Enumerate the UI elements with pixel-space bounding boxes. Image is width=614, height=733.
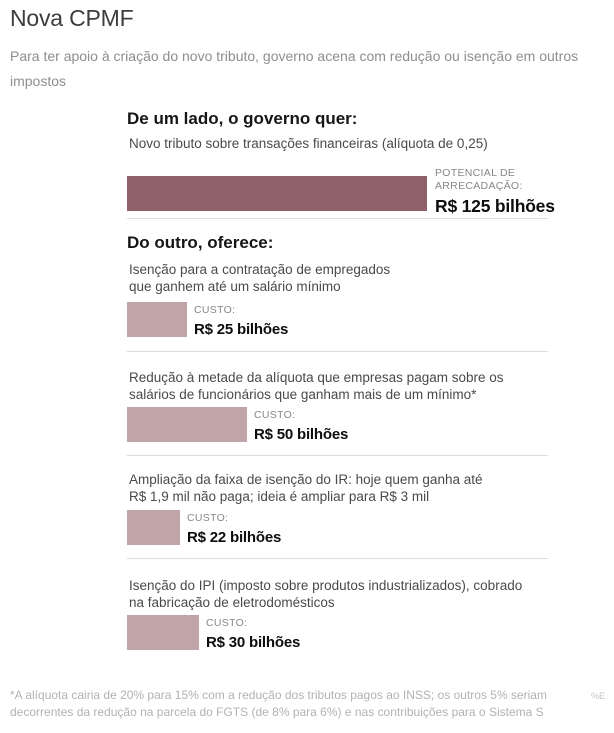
cost-bar-label: CUSTO: R$ 22 bilhões: [187, 510, 281, 546]
offer-item-text-line: salários de funcionários que ganham mais…: [129, 387, 477, 402]
offer-item-text-line: Ampliação da faixa de isenção do IR: hoj…: [129, 472, 483, 487]
cost-bar: [127, 510, 180, 545]
divider: [127, 218, 548, 219]
footnote-line: decorrentes da redução na parcela do FGT…: [10, 705, 544, 719]
offer-item-text: Isenção do IPI (imposto sobre produtos i…: [129, 577, 522, 611]
cost-value: R$ 22 bilhões: [187, 529, 282, 546]
revenue-bar-row: POTENCIAL DE ARRECADAÇÃO: R$ 125 bilhões: [127, 167, 555, 217]
cost-label: CUSTO:: [194, 304, 236, 316]
offer-item-text: Isenção para a contratação de empregados…: [129, 261, 390, 295]
cost-bar: [127, 407, 247, 442]
subtitle-line: Para ter apoio à criação do novo tributo…: [10, 48, 579, 64]
page-subtitle: Para ter apoio à criação do novo tributo…: [10, 44, 578, 94]
divider: [127, 558, 548, 559]
offer-item-text-line: R$ 1,9 mil não paga; ideia é ampliar par…: [129, 489, 430, 504]
footnote-line: *A alíquota cairia de 20% para 15% com a…: [10, 688, 547, 702]
revenue-label-line: ARRECADAÇÃO:: [435, 180, 523, 192]
cost-value: R$ 30 bilhões: [206, 634, 301, 651]
offer-item-text-line: Isenção do IPI (imposto sobre produtos i…: [129, 578, 523, 593]
offer-item-text-line: Isenção para a contratação de empregados: [129, 262, 391, 277]
section-government-heading: De um lado, o governo quer:: [127, 109, 358, 128]
cost-bar-label: CUSTO: R$ 30 bilhões: [206, 615, 300, 651]
partial-watermark: %E: [591, 691, 606, 701]
cost-value: R$ 25 bilhões: [194, 321, 289, 338]
offer-item-text: Ampliação da faixa de isenção do IR: hoj…: [129, 471, 483, 505]
cost-bar-label: CUSTO: R$ 25 bilhões: [194, 302, 288, 338]
offer-item-text-line: Redução à metade da alíquota que empresa…: [129, 370, 504, 385]
revenue-value: R$ 125 bilhões: [435, 196, 555, 216]
revenue-bar: [127, 176, 427, 211]
footnote: *A alíquota cairia de 20% para 15% com a…: [10, 687, 547, 721]
offer-item-text: Redução à metade da alíquota que empresa…: [129, 369, 504, 403]
cost-label: CUSTO:: [206, 617, 248, 629]
cost-bar: [127, 302, 187, 337]
section-offers-heading: Do outro, oferece:: [127, 233, 274, 252]
cost-bar-row: CUSTO: R$ 30 bilhões: [127, 615, 300, 651]
revenue-bar-label: POTENCIAL DE ARRECADAÇÃO: R$ 125 bilhões: [435, 167, 555, 217]
government-description-line: Novo tributo sobre transações financeira…: [129, 136, 488, 151]
offer-item-text-line: que ganhem até um salário mínimo: [129, 279, 341, 294]
cost-label: CUSTO:: [254, 409, 296, 421]
cost-label: CUSTO:: [187, 512, 229, 524]
government-description: Novo tributo sobre transações financeira…: [129, 135, 488, 152]
divider: [127, 351, 548, 352]
cost-bar-row: CUSTO: R$ 50 bilhões: [127, 407, 348, 443]
revenue-label-line: POTENCIAL DE: [435, 167, 516, 179]
cost-value: R$ 50 bilhões: [254, 426, 349, 443]
cost-bar-row: CUSTO: R$ 22 bilhões: [127, 510, 281, 546]
divider: [127, 455, 548, 456]
cost-bar: [127, 615, 199, 650]
subtitle-line: impostos: [10, 73, 67, 89]
page-title: Nova CPMF: [10, 5, 134, 31]
cost-bar-row: CUSTO: R$ 25 bilhões: [127, 302, 288, 338]
offer-item-text-line: na fabricação de eletrodomésticos: [129, 595, 335, 610]
cost-bar-label: CUSTO: R$ 50 bilhões: [254, 407, 348, 443]
